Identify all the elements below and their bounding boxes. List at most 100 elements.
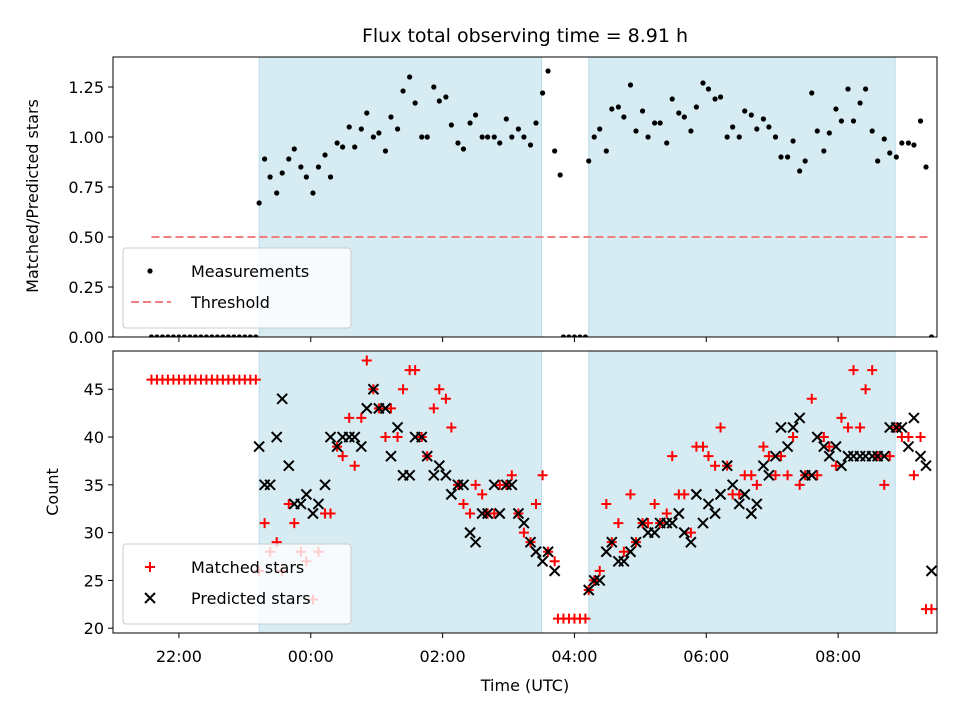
- measurements-point-21: [262, 156, 268, 162]
- matched-stars-point-101: [734, 489, 745, 500]
- matched-stars-point-118: [836, 412, 847, 423]
- measurements-point-86: [645, 134, 651, 140]
- matched-stars-point-106: [763, 451, 774, 462]
- matched-stars-point-107: [770, 470, 781, 481]
- matched-stars-point-95: [697, 441, 708, 452]
- predicted-stars-point-35: [464, 526, 476, 539]
- measurements-point-10: [203, 334, 209, 337]
- predicted-stars-point-70: [702, 498, 715, 510]
- measurements-point-0: [148, 334, 155, 337]
- matched-stars-point-56: [470, 479, 481, 490]
- top-y-tick-label-5: 1.25: [68, 78, 104, 97]
- measurements-point-82: [621, 114, 627, 120]
- measurements-point-77: [591, 134, 597, 140]
- bottom-legend-box: [122, 543, 352, 625]
- x-tick-label-1: 00:00: [288, 647, 334, 666]
- matched-stars-point-41: [380, 432, 391, 443]
- predicted-stars-point-87: [806, 469, 818, 481]
- measurements-point-111: [797, 168, 803, 174]
- measurements-point-108: [778, 154, 784, 160]
- x-tick-label-0: 22:00: [156, 647, 202, 666]
- predicted-stars-point-5: [283, 460, 295, 472]
- matched-stars-point-46: [410, 365, 421, 376]
- top-y-tick-label-0: 0.00: [68, 328, 104, 347]
- measurements-point-34: [340, 144, 346, 150]
- measurements-point-120: [850, 118, 857, 124]
- predicted-stars-point-40: [494, 507, 506, 520]
- measurements-point-36: [352, 144, 358, 150]
- measurements-point-54: [460, 146, 467, 152]
- predicted-stars-point-39: [488, 479, 500, 491]
- bottom-axes-frame: [112, 350, 938, 634]
- predicted-stars-point-91: [830, 440, 842, 453]
- measurements-point-25: [286, 156, 292, 162]
- measurements-point-28: [303, 174, 309, 180]
- legend-label-matched-stars: Matched stars: [191, 558, 304, 577]
- top-y-axis-label: Matched/Predicted stars: [23, 99, 42, 293]
- matched-stars-point-37: [356, 412, 367, 423]
- predicted-stars-point-58: [630, 536, 642, 548]
- measurements-point-30: [315, 164, 322, 170]
- measurements-point-119: [845, 86, 851, 92]
- top-panel: 0.00 0.25 0.50 0.75 1.00 1.25 Measurements Thre…: [68, 56, 938, 347]
- predicted-stars-point-65: [673, 507, 685, 520]
- matched-stars-point-55: [465, 508, 476, 519]
- measurements-point-11: [209, 334, 215, 337]
- measurements-point-103: [748, 112, 754, 118]
- measurements-point-59: [491, 134, 497, 140]
- matched-stars-point-62: [506, 470, 517, 481]
- legend-label-measurements: Measurements: [191, 262, 309, 281]
- bottom-y-axis-label: Count: [43, 468, 62, 516]
- measurements-point-70: [557, 172, 563, 178]
- measurements-point-8: [192, 334, 198, 337]
- matched-stars-point-81: [613, 518, 624, 529]
- predicted-stars-point-103: [902, 440, 915, 453]
- bottom-y-tick-label-4: 40: [84, 428, 104, 447]
- matched-stars-point-82: [618, 546, 629, 557]
- measurements-point-40: [376, 130, 382, 136]
- measurements-point-80: [609, 106, 615, 112]
- measurements-point-41: [382, 148, 389, 154]
- matched-stars-point-120: [848, 365, 859, 376]
- measurements-point-110: [790, 138, 796, 144]
- predicted-stars-point-31: [440, 469, 452, 481]
- predicted-stars-point-67: [685, 536, 697, 548]
- measurements-point-131: [917, 118, 924, 124]
- matched-stars-point-121: [855, 422, 866, 433]
- matched-stars-point-105: [758, 441, 769, 452]
- predicted-stars-point-2: [264, 479, 276, 491]
- measurements-point-126: [887, 150, 893, 156]
- legend-label-threshold: Threshold: [190, 293, 270, 312]
- predicted-stars-point-74: [726, 479, 739, 491]
- predicted-stars-point-72: [714, 488, 727, 501]
- measurements-point-24: [279, 170, 285, 176]
- measurements-point-12: [214, 334, 220, 337]
- top-y-tick-label-4: 1.00: [68, 128, 104, 147]
- measurements-point-75: [582, 334, 589, 337]
- measurements-point-17: [242, 334, 248, 337]
- measurements-point-78: [597, 126, 603, 132]
- predicted-stars-point-71: [709, 507, 721, 520]
- measurements-point-109: [784, 154, 791, 160]
- measurements-point-60: [497, 140, 503, 146]
- predicted-stars-point-7: [295, 498, 307, 510]
- matched-stars-point-32: [325, 508, 336, 519]
- predicted-stars-point-18: [361, 402, 373, 415]
- measurements-point-90: [669, 96, 675, 102]
- measurements-point-20: [256, 200, 262, 206]
- matched-stars-point-116: [824, 441, 835, 452]
- matched-stars-point-42: [385, 403, 396, 414]
- matched-stars-point-122: [860, 384, 871, 395]
- matched-stars-point-114: [812, 470, 823, 481]
- predicted-stars-point-45: [524, 536, 537, 548]
- predicted-stars-point-21: [379, 402, 392, 415]
- measurements-point-5: [176, 334, 182, 337]
- measurements-point-52: [448, 122, 454, 128]
- predicted-stars-point-48: [542, 546, 554, 558]
- measurements-point-38: [364, 110, 370, 116]
- measurements-point-84: [633, 128, 639, 134]
- matched-stars-point-111: [794, 479, 805, 490]
- matched-stars-point-59: [489, 508, 500, 519]
- predicted-stars-point-22: [385, 450, 397, 462]
- predicted-stars-point-34: [457, 479, 470, 491]
